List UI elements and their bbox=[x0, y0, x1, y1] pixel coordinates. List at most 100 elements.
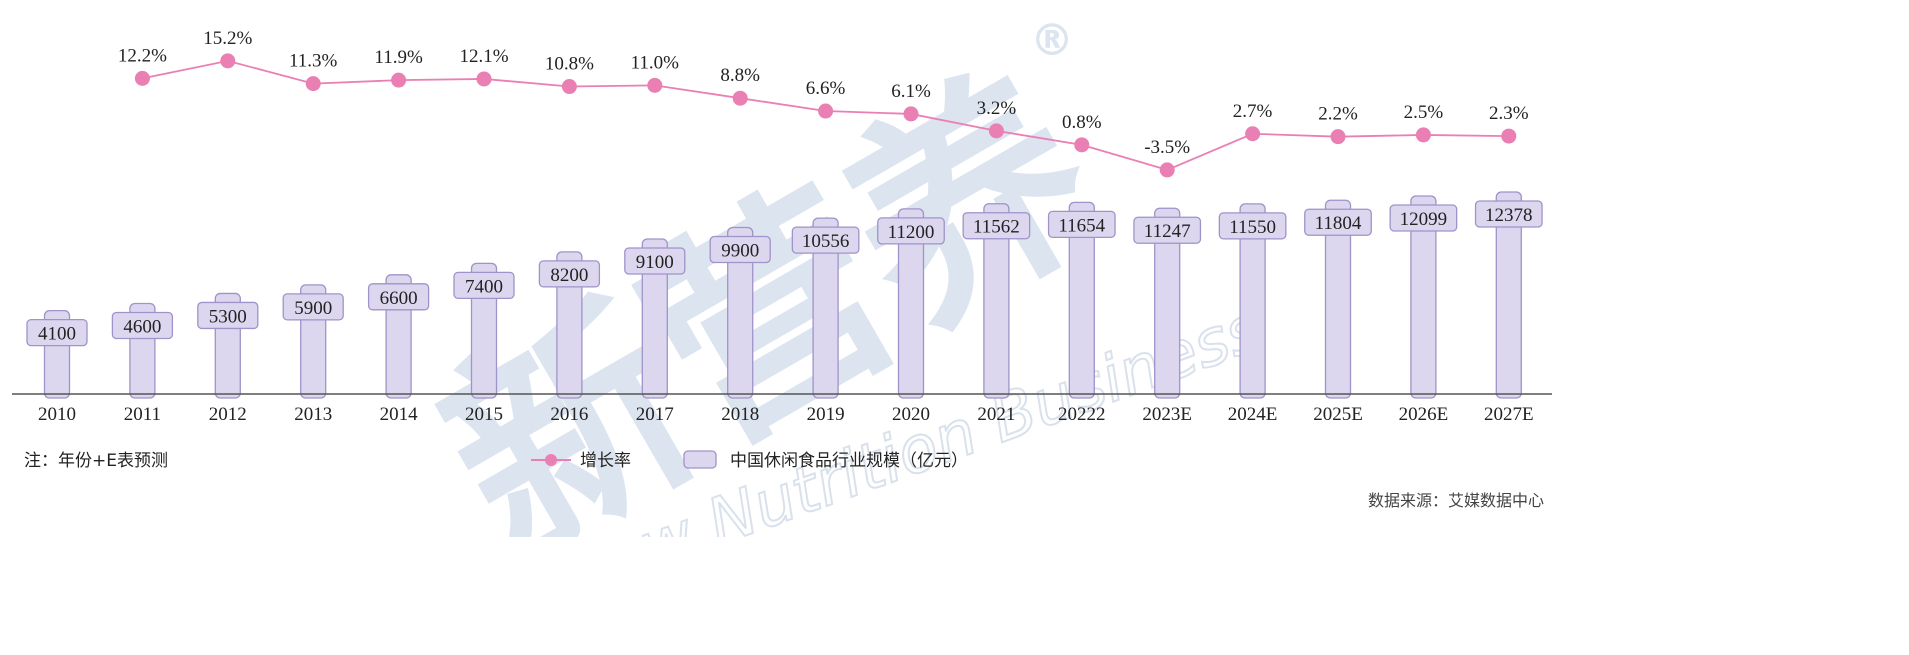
bar-label-box bbox=[1304, 208, 1372, 236]
growth-rate-label: 3.2% bbox=[977, 98, 1017, 119]
legend-bar-swatch bbox=[683, 450, 717, 469]
chart: 新营养 New Nutrition Business ® 4100 4600 530… bbox=[12, 15, 1552, 537]
x-tick-label: 2024E bbox=[1228, 404, 1278, 425]
bar-value-label: 11247 bbox=[1144, 221, 1191, 242]
x-tick-label: 2011 bbox=[124, 404, 161, 425]
growth-rate-point bbox=[220, 53, 236, 69]
bar-label-box bbox=[197, 301, 259, 330]
bar-label-box bbox=[26, 318, 88, 347]
bar-value-label: 10556 bbox=[802, 231, 850, 252]
x-tick-label: 2014 bbox=[380, 404, 419, 425]
growth-rate-label: 6.1% bbox=[891, 81, 931, 102]
legend: 增长率 中国休闲食品行业规模（亿元） bbox=[531, 450, 968, 471]
bar-label-box bbox=[791, 226, 860, 254]
bar-label-box bbox=[624, 247, 686, 275]
growth-rate-label: 10.8% bbox=[545, 54, 594, 75]
x-tick-label: 2025E bbox=[1313, 404, 1363, 425]
x-axis-ticks: 2010 2011 2012 2013 2014 2015 2016 2017 2018 2019… bbox=[38, 404, 1534, 425]
growth-rate-point bbox=[1501, 128, 1517, 144]
x-tick-label: 2015 bbox=[465, 404, 503, 425]
data-source: 数据来源：艾媒数据中心 bbox=[1368, 491, 1544, 510]
x-tick-label: 2018 bbox=[721, 404, 759, 425]
growth-rate-point bbox=[561, 79, 577, 95]
growth-rate-point bbox=[988, 123, 1004, 139]
bar-label-box bbox=[962, 212, 1031, 240]
bar-value-label: 11562 bbox=[973, 217, 1020, 238]
growth-rate-label: 12.1% bbox=[459, 46, 508, 67]
x-tick-label: 2023E bbox=[1142, 404, 1192, 425]
growth-rate-label: 2.2% bbox=[1318, 104, 1358, 125]
legend-marker-icon bbox=[545, 454, 557, 466]
x-tick-label: 2017 bbox=[636, 404, 674, 425]
bar-value-label: 12099 bbox=[1400, 209, 1448, 230]
bar bbox=[897, 208, 925, 399]
bar-value-label: 8200 bbox=[550, 265, 588, 286]
x-tick-label: 2027E bbox=[1484, 404, 1534, 425]
growth-rate-point bbox=[647, 77, 663, 93]
bar-label-box bbox=[1474, 200, 1543, 228]
growth-rate-point bbox=[732, 90, 748, 106]
bar-value-label: 5900 bbox=[294, 298, 332, 319]
x-tick-label: 2010 bbox=[38, 404, 76, 425]
growth-rate-label: -3.5% bbox=[1144, 137, 1190, 158]
growth-rate-point bbox=[1074, 137, 1090, 153]
growth-rate-label: 0.8% bbox=[1062, 112, 1102, 133]
bar-label-box bbox=[453, 271, 515, 300]
bar bbox=[727, 226, 754, 399]
bar bbox=[1239, 203, 1266, 399]
bar-label-box bbox=[1047, 210, 1116, 239]
x-tick-label: 2019 bbox=[807, 404, 845, 425]
bar bbox=[1068, 201, 1095, 399]
bar-value-label: 11550 bbox=[1229, 217, 1276, 238]
growth-rate-point bbox=[305, 76, 321, 92]
bar bbox=[1154, 207, 1181, 399]
bar bbox=[812, 217, 839, 399]
growth-rate-point bbox=[134, 70, 150, 86]
growth-rate-point bbox=[903, 106, 919, 122]
bar-value-label: 12378 bbox=[1485, 205, 1533, 226]
bar-value-label: 9900 bbox=[721, 241, 759, 262]
growth-rate-label: 12.2% bbox=[118, 45, 167, 66]
bar bbox=[1495, 191, 1522, 399]
bar-label-box bbox=[367, 283, 430, 311]
bar-value-label: 7400 bbox=[465, 276, 503, 297]
watermark-registered-mark: ® bbox=[1030, 15, 1074, 66]
bar-value-label: 9100 bbox=[636, 252, 674, 273]
bar-label-box bbox=[538, 260, 601, 288]
legend-item-growth-rate: 增长率 bbox=[531, 451, 631, 471]
bar-label-box bbox=[709, 235, 771, 264]
legend-item-market-size: 中国休闲食品行业规模（亿元） bbox=[683, 450, 968, 471]
bar-label-box bbox=[1133, 216, 1202, 244]
growth-rate-point bbox=[476, 71, 492, 87]
growth-rate-label: 6.6% bbox=[806, 78, 846, 99]
growth-rate-label: 11.9% bbox=[374, 47, 423, 68]
bar bbox=[641, 238, 668, 399]
bar-label-box bbox=[1389, 204, 1458, 232]
bar-value-label: 11654 bbox=[1058, 215, 1105, 236]
x-tick-label: 2013 bbox=[294, 404, 332, 425]
growth-rate-label: 2.7% bbox=[1233, 101, 1273, 122]
bar-value-label: 11804 bbox=[1315, 213, 1362, 234]
bar-label-box bbox=[1218, 212, 1287, 240]
x-tick-label: 2021 bbox=[977, 404, 1015, 425]
bar bbox=[983, 203, 1010, 399]
x-tick-label: 2012 bbox=[209, 404, 247, 425]
footnote: 注：年份+E表预测 bbox=[24, 451, 168, 471]
bar-label-box bbox=[877, 217, 945, 245]
bar-series: 4100 4600 5300 5900 6600 7400 8200 9100 9900 1055… bbox=[26, 191, 1543, 399]
x-tick-label: 2026E bbox=[1399, 404, 1449, 425]
legend-label-market-size: 中国休闲食品行业规模（亿元） bbox=[730, 451, 968, 471]
bar-value-label: 11200 bbox=[888, 222, 935, 243]
bar-value-label: 5300 bbox=[209, 306, 247, 327]
x-tick-label: 20222 bbox=[1058, 404, 1106, 425]
bar bbox=[556, 251, 583, 399]
x-tick-label: 2016 bbox=[550, 404, 588, 425]
growth-rate-label: 2.3% bbox=[1489, 103, 1529, 124]
legend-label-growth-rate: 增长率 bbox=[580, 451, 631, 471]
growth-rate-label: 2.5% bbox=[1404, 102, 1444, 123]
bar-label-box bbox=[111, 311, 174, 340]
growth-rate-point bbox=[818, 103, 834, 119]
growth-rate-label: 11.0% bbox=[631, 52, 680, 73]
bar bbox=[1410, 195, 1437, 399]
growth-rate-point bbox=[1159, 162, 1175, 178]
